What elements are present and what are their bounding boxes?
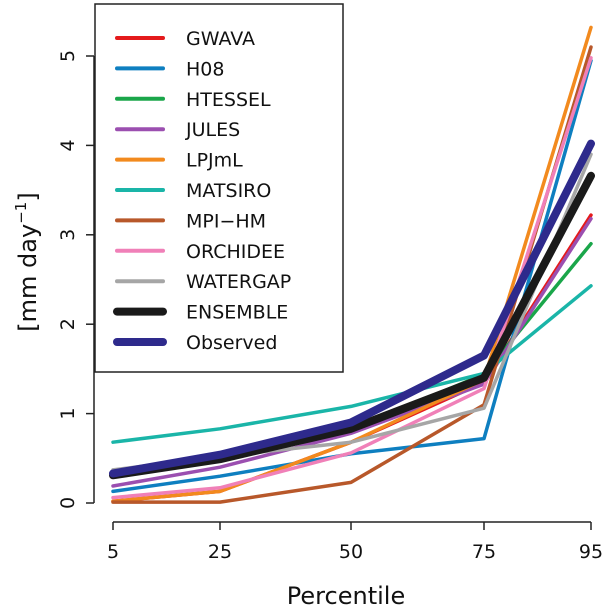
- y-axis-title: [mm day−1]: [12, 192, 42, 331]
- y-axis-title-exponent: −1: [12, 202, 30, 224]
- series-line-matsiro: [111, 284, 593, 444]
- y-axis-title-close: ]: [14, 192, 42, 201]
- x-tick-label: 5: [107, 541, 119, 563]
- series-lines: [109, 25, 595, 504]
- y-tick-label: 0: [57, 497, 79, 509]
- legend-label: ENSEMBLE: [186, 302, 288, 324]
- x-tick-label: 75: [472, 541, 496, 563]
- legend-label: MATSIRO: [186, 180, 271, 202]
- x-tick-label: 50: [339, 541, 363, 563]
- legend-label: LPJmL: [186, 150, 243, 172]
- y-axis: 0 1 2 3 4 5: [57, 50, 95, 509]
- y-tick-label: 2: [57, 318, 79, 330]
- legend-label: ORCHIDEE: [186, 241, 285, 263]
- legend-label: H08: [186, 58, 224, 80]
- x-axis-title: Percentile: [287, 582, 405, 610]
- legend-label: HTESSEL: [186, 89, 271, 111]
- y-tick-label: 5: [57, 50, 79, 62]
- legend-label: WATERGAP: [186, 271, 291, 293]
- y-tick-label: 3: [57, 229, 79, 241]
- x-tick-label: 25: [208, 541, 232, 563]
- series-line-jules: [111, 216, 593, 488]
- x-axis: 5 25 50 75 95: [107, 521, 603, 563]
- series-line-observed: [109, 139, 595, 478]
- legend: GWAVA H08 HTESSEL JULES LPJmL MATSIRO MPI−HM OR…: [94, 3, 344, 373]
- legend-label: MPI−HM: [186, 210, 266, 232]
- legend-label: GWAVA: [186, 28, 255, 50]
- legend-label: Observed: [186, 332, 277, 354]
- y-tick-label: 4: [57, 139, 79, 151]
- y-axis-title-main: [mm day: [14, 224, 42, 332]
- y-tick-label: 1: [57, 408, 79, 420]
- legend-label: JULES: [185, 119, 240, 141]
- x-tick-label: 95: [579, 541, 603, 563]
